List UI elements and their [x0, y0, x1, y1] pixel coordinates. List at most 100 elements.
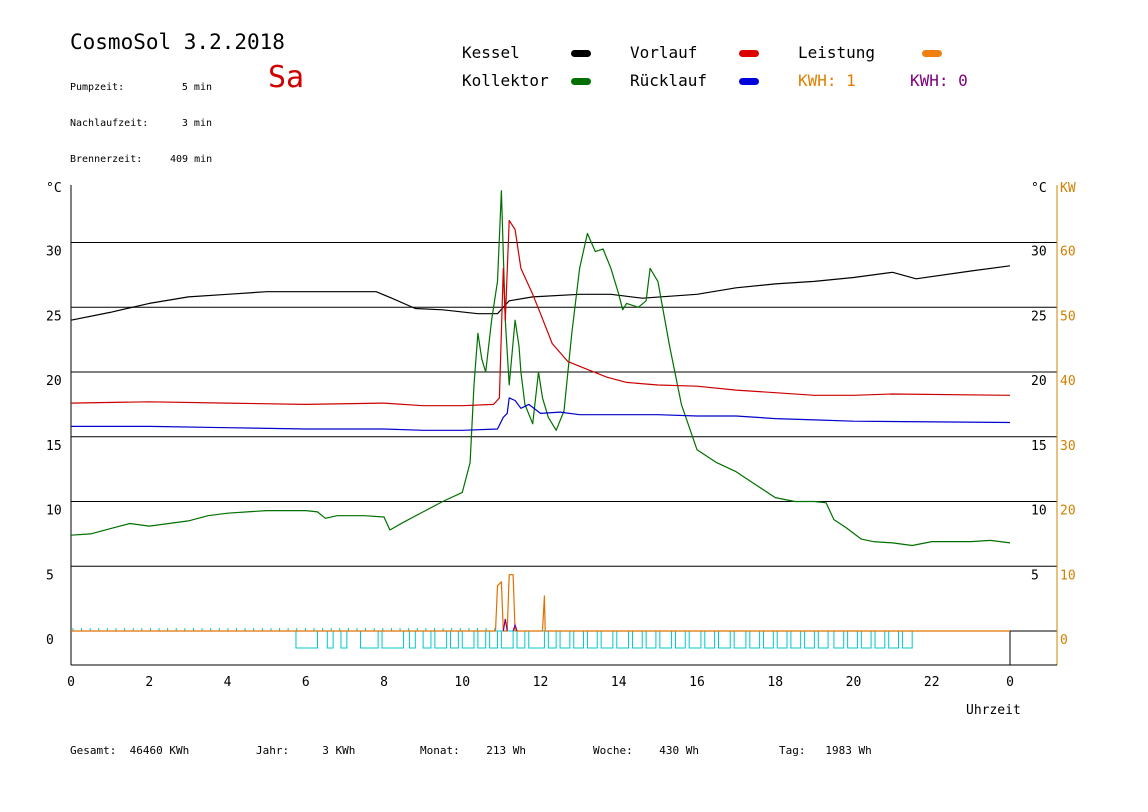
pump-box: [616, 630, 630, 649]
x-tick-8: 16: [689, 675, 705, 690]
y-right-tick-30: 30: [1031, 245, 1047, 260]
pump-box: [295, 630, 318, 649]
legend-kollektor-label: Kollektor: [462, 71, 549, 90]
x-tick-12: 0: [1006, 675, 1014, 690]
y-left-tick-20: 20: [46, 374, 62, 389]
series-vorlauf: [70, 219, 1011, 407]
legend-kollektor-swatch: [571, 78, 591, 85]
x-tick-3: 6: [302, 675, 310, 690]
series-rcklauf: [71, 397, 1011, 431]
pump-box: [422, 630, 432, 649]
legend-vorlauf-label: Vorlauf: [630, 43, 698, 62]
y-right-tick-25: 25: [1031, 309, 1047, 324]
pump-box: [901, 630, 913, 649]
chart-ticks: °C °C KW0510152025305101520253001020304050…: [46, 181, 1076, 690]
legend-ruecklauf-swatch: [739, 78, 759, 85]
pump-box: [477, 630, 487, 649]
x-tick-9: 18: [767, 675, 783, 690]
pump-box: [461, 630, 475, 649]
kw-tick-20: 20: [1060, 504, 1076, 519]
pump-box: [573, 630, 585, 649]
pump-box: [833, 630, 845, 649]
pump-box: [586, 630, 598, 649]
legend-kwh2-label: KWH: 0: [910, 71, 968, 90]
series-kollektor: [70, 190, 1011, 547]
pump-box: [776, 630, 788, 649]
info-block: Pumpzeit: 5 min Nachlaufzeit: 3 min Brenne…: [70, 58, 212, 178]
x-tick-4: 8: [380, 675, 388, 690]
y-left-tick-5: 5: [46, 568, 54, 583]
pump-box: [360, 630, 379, 649]
pump-box: [408, 630, 416, 649]
y-right-tick-5: 5: [1031, 568, 1039, 583]
pump-box: [600, 630, 614, 649]
pump-box: [516, 630, 526, 649]
kwh-marker: [512, 623, 518, 632]
legend-leistung-label: Leistung: [798, 43, 876, 62]
pump-box: [804, 630, 815, 649]
kw-tick-10: 10: [1060, 568, 1076, 583]
kw-tick-0: 0: [1060, 633, 1068, 648]
pump-box: [547, 630, 557, 649]
chart-title: CosmoSol 3.2.2018: [70, 30, 285, 54]
kw-tick-50: 50: [1060, 309, 1076, 324]
x-tick-2: 4: [224, 675, 232, 690]
pump-box: [874, 630, 886, 649]
y-right-tick-10: 10: [1031, 504, 1047, 519]
series-leistung: [71, 574, 1010, 632]
legend-kessel-swatch: [571, 50, 591, 57]
pump-box: [749, 630, 761, 649]
weekday-label: Sa: [268, 60, 305, 95]
y-left-unit: °C: [46, 181, 62, 196]
x-tick-7: 14: [611, 675, 627, 690]
kw-unit: KW: [1060, 181, 1076, 196]
kwh-marker: [502, 618, 508, 632]
legend-kessel-label: Kessel: [462, 43, 520, 62]
info-row-brennerzeit: Brennerzeit: 409 min: [70, 154, 213, 165]
x-tick-0: 0: [67, 675, 75, 690]
pump-box: [817, 630, 829, 649]
kw-tick-60: 60: [1060, 245, 1076, 260]
pump-box: [381, 630, 405, 649]
x-tick-10: 20: [846, 675, 862, 690]
kw-tick-40: 40: [1060, 374, 1076, 389]
chart-grid: [71, 242, 1057, 632]
pump-box: [860, 630, 872, 649]
pump-box: [704, 630, 716, 649]
y-right-tick-20: 20: [1031, 374, 1047, 389]
pump-box: [489, 630, 498, 649]
pump-box: [888, 630, 899, 649]
pump-box: [559, 630, 571, 649]
pump-box: [645, 630, 657, 649]
y-left-tick-0: 0: [46, 633, 54, 648]
y-left-tick-30: 30: [46, 245, 62, 260]
x-tick-6: 12: [533, 675, 549, 690]
x-tick-11: 22: [924, 675, 940, 690]
y-right-tick-15: 15: [1031, 439, 1047, 454]
legend-leistung-swatch: [922, 50, 942, 57]
legend-ruecklauf-label: Rücklauf: [630, 71, 708, 90]
series-kessel: [70, 265, 1011, 321]
pump-box: [718, 630, 731, 649]
legend-kwh1-label: KWH: 1: [798, 71, 856, 90]
pump-box: [674, 630, 686, 649]
pump-box: [326, 630, 334, 649]
pump-box: [733, 630, 747, 649]
pump-box: [631, 630, 643, 649]
pump-box: [790, 630, 802, 649]
chart-series: [70, 190, 1011, 632]
pump-box: [763, 630, 774, 649]
pump-box: [434, 630, 448, 649]
footer-woche: Woche: 430 Wh: [593, 744, 699, 757]
y-left-tick-10: 10: [46, 504, 62, 519]
info-row-nachlaufzeit: Nachlaufzeit: 3 min: [70, 118, 212, 129]
footer-jahr: Jahr: 3 KWh: [256, 744, 356, 757]
kw-tick-30: 30: [1060, 439, 1076, 454]
x-tick-1: 2: [145, 675, 153, 690]
pump-box: [528, 630, 545, 649]
x-axis-label: Uhrzeit: [966, 703, 1021, 718]
footer-gesamt: Gesamt: 46460 KWh: [70, 744, 190, 757]
pump-box: [847, 630, 858, 649]
legend-vorlauf-swatch: [739, 50, 759, 57]
